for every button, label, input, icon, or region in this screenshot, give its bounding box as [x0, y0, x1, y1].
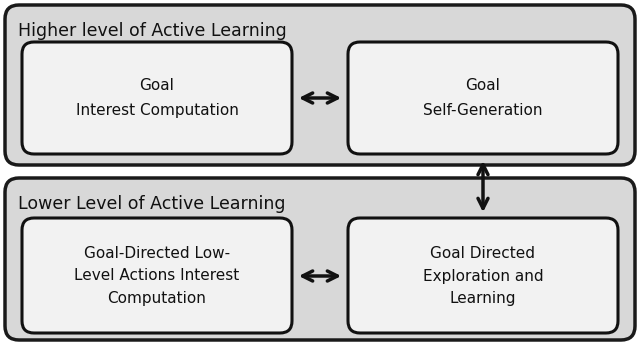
Text: Goal-Directed Low-
Level Actions Interest
Computation: Goal-Directed Low- Level Actions Interes… [74, 246, 239, 306]
FancyBboxPatch shape [348, 218, 618, 333]
FancyBboxPatch shape [5, 178, 635, 340]
FancyBboxPatch shape [5, 5, 635, 165]
Text: Higher level of Active Learning: Higher level of Active Learning [18, 22, 287, 40]
Text: Goal
Self-Generation: Goal Self-Generation [423, 78, 543, 118]
Text: Goal Directed
Exploration and
Learning: Goal Directed Exploration and Learning [422, 246, 543, 306]
FancyBboxPatch shape [22, 42, 292, 154]
Text: Lower Level of Active Learning: Lower Level of Active Learning [18, 195, 285, 213]
FancyBboxPatch shape [22, 218, 292, 333]
FancyBboxPatch shape [348, 42, 618, 154]
Text: Goal
Interest Computation: Goal Interest Computation [76, 78, 239, 118]
